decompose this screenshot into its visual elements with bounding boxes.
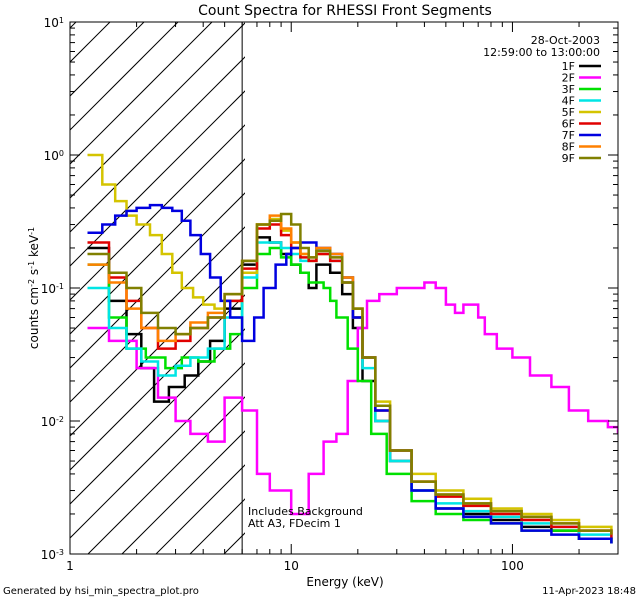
- hatch-line: [70, 124, 245, 301]
- series-7f-line: [87, 203, 613, 544]
- series-9f-line: [87, 212, 613, 535]
- y-tick-exponent: 1: [59, 16, 64, 25]
- y-tick-base: 10: [44, 16, 59, 30]
- x-tick-label: 10: [284, 559, 299, 573]
- y-tick-exponent: -1: [56, 282, 64, 291]
- y-tick-label: 100: [44, 149, 64, 164]
- y-tick-base: 10: [41, 548, 56, 562]
- y-tick-exponent: 0: [59, 149, 64, 158]
- hatch-line: [87, 396, 245, 554]
- hatch-line: [70, 362, 245, 539]
- footer-timestamp: 11-Apr-2023 18:48: [542, 586, 636, 597]
- y-tick-label: 10-2: [41, 415, 64, 430]
- hatch-line: [70, 226, 245, 403]
- y-tick-label: 10-1: [41, 282, 64, 297]
- y-label-exp-3: -1: [27, 227, 36, 235]
- legend-label-3f: 3F: [562, 83, 575, 96]
- hatch-line: [70, 22, 77, 29]
- legend-label-9f: 9F: [562, 152, 575, 165]
- y-label-exp-2: -1: [27, 261, 36, 269]
- legend-label-5f: 5F: [562, 106, 575, 119]
- x-axis-label: Energy (keV): [306, 575, 383, 589]
- series-2f-line: [87, 281, 618, 516]
- y-tick-base: 10: [44, 149, 59, 163]
- legend-label-7f: 7F: [562, 129, 575, 142]
- hatch-line: [70, 328, 245, 505]
- legend-label-8f: 8F: [562, 141, 575, 154]
- annotation-attenuator: Att A3, FDecim 1: [248, 517, 341, 530]
- y-label-main: counts cm: [27, 287, 41, 349]
- x-axis: 1 10 100: [66, 22, 619, 573]
- footer-generated-by: Generated by hsi_min_spectra_plot.pro: [3, 586, 199, 597]
- hatch-line: [70, 192, 245, 369]
- series-4f-line: [87, 241, 613, 539]
- y-tick-label: 101: [44, 16, 64, 31]
- chart-title: Count Spectra for RHESSI Front Segments: [198, 3, 492, 19]
- hatch-line: [70, 22, 213, 165]
- series-layer: [87, 153, 618, 544]
- observation-date: 28-Oct-2003: [531, 34, 600, 47]
- x-tick-label: 100: [501, 559, 524, 573]
- y-tick-base: 10: [41, 282, 56, 296]
- hatch-line: [121, 430, 245, 554]
- y-tick-base: 10: [41, 415, 56, 429]
- y-tick-exponent: -3: [56, 548, 64, 557]
- hatch-line: [70, 22, 145, 97]
- series-5f-line: [87, 153, 613, 535]
- legend-label-4f: 4F: [562, 95, 575, 108]
- legend-label-2f: 2F: [562, 72, 575, 85]
- legend-label-6f: 6F: [562, 118, 575, 131]
- hatch-line: [70, 56, 245, 233]
- observation-time-range: 12:59:00 to 13:00:00: [483, 46, 600, 59]
- hatched-region: [70, 22, 245, 554]
- hatch-line: [70, 294, 245, 471]
- y-tick-label: 10-3: [41, 548, 64, 563]
- y-tick-exponent: -2: [56, 415, 64, 424]
- y-label-mid-2: keV: [27, 234, 41, 261]
- x-tick-label: 1: [66, 559, 74, 573]
- legend-label-1f: 1F: [562, 60, 575, 73]
- series-3f-line: [87, 246, 613, 544]
- annotation-background: Includes Background: [248, 505, 363, 518]
- y-label-exp-1: -2: [27, 279, 36, 287]
- hatch-line: [223, 532, 245, 554]
- y-label-mid: s: [27, 269, 41, 279]
- hatch-line: [70, 22, 179, 131]
- plot-frame: [69, 21, 619, 555]
- hatch-line: [70, 22, 245, 199]
- y-axis-label: counts cm-2 s-1 keV-1: [27, 227, 42, 349]
- hatch-line: [70, 260, 245, 437]
- hatch-line: [70, 158, 245, 335]
